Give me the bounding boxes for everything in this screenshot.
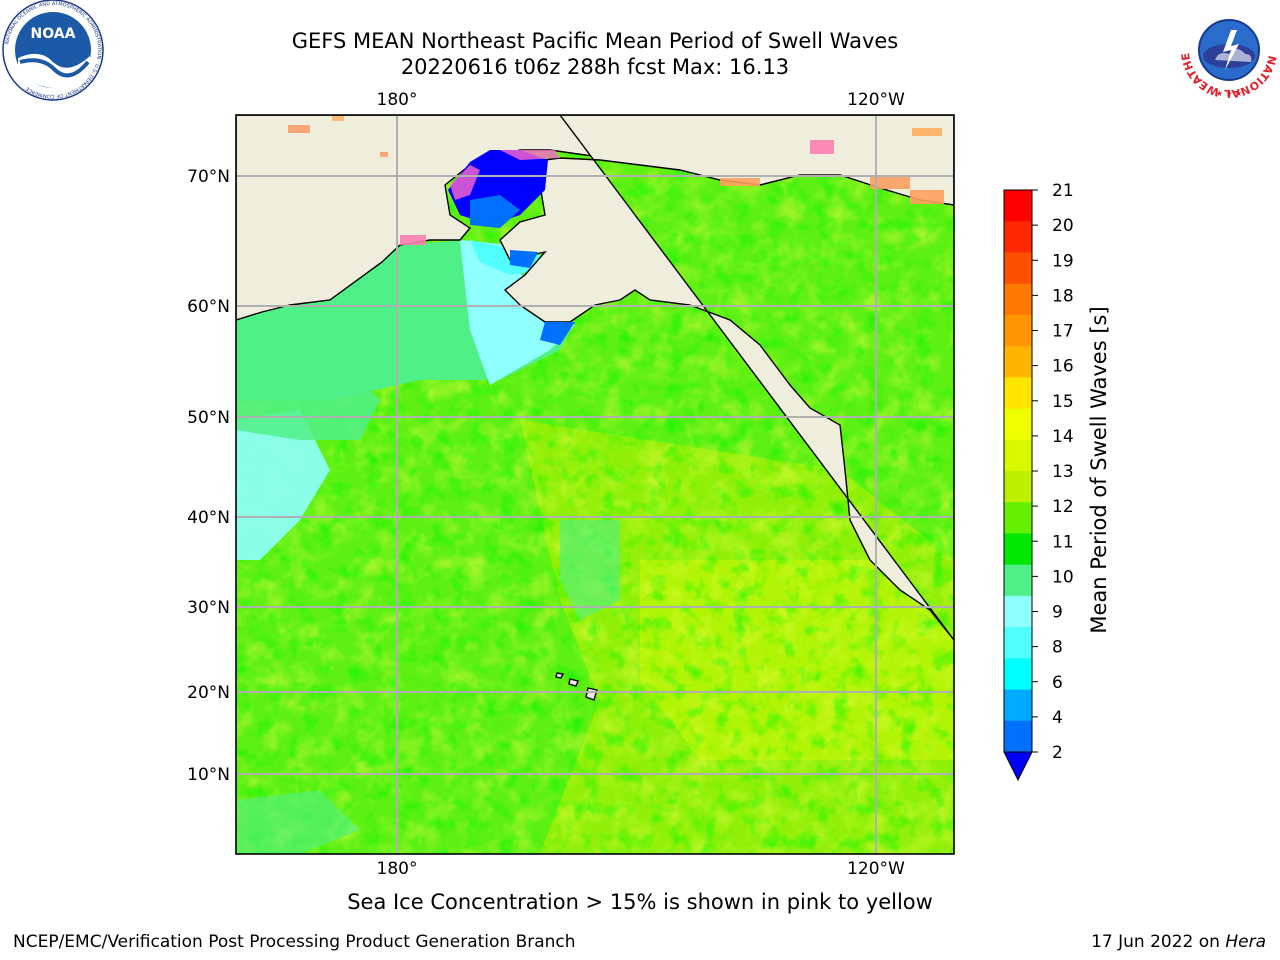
lon-label-top-180: 180° xyxy=(377,90,418,110)
colorbar-label: Mean Period of Swell Waves [s] xyxy=(1087,306,1111,633)
colorbar-segment xyxy=(1004,252,1032,285)
lon-label-top-120w: 120°W xyxy=(847,90,905,110)
colorbar-segment xyxy=(1004,190,1032,222)
colorbar-tick-label: 13 xyxy=(1052,462,1074,482)
colorbar-segment xyxy=(1004,346,1032,378)
chart-title: GEFS MEAN Northeast Pacific Mean Period … xyxy=(291,29,899,53)
colorbar: 21 20 19 18 17 16 15 14 13 12 11 10 9 8 6 4 2 xyxy=(1003,181,1074,782)
lat-label-60n: 60°N xyxy=(187,297,230,317)
colorbar-segment xyxy=(1004,533,1032,566)
sea-ice-field xyxy=(288,116,944,245)
colorbar-extend-arrow xyxy=(1003,751,1033,782)
lat-label-40n: 40°N xyxy=(187,508,230,528)
colorbar-segment xyxy=(1004,595,1032,628)
footer-date-prefix: 17 Jun 2022 on xyxy=(1091,932,1226,952)
chart-subtitle: 20220616 t06z 288h fcst Max: 16.13 xyxy=(400,55,790,79)
colorbar-segment xyxy=(1004,471,1032,503)
nws-stars-icon: ★ ★ ★ xyxy=(1216,89,1243,98)
colorbar-tick-label: 17 xyxy=(1052,322,1074,342)
map-frame xyxy=(235,114,955,855)
lat-label-20n: 20°N xyxy=(187,683,230,703)
nws-logo: NATIONAL WEATHER SERVICE ★ ★ ★ xyxy=(1177,0,1279,100)
colorbar-segment xyxy=(1004,408,1032,441)
colorbar-segment xyxy=(1004,221,1032,253)
colorbar-tick-label: 16 xyxy=(1052,357,1074,377)
colorbar-tick-label: 2 xyxy=(1052,743,1063,763)
lat-label-50n: 50°N xyxy=(187,408,230,428)
colorbar-segment xyxy=(1004,689,1032,722)
map-area xyxy=(236,115,954,854)
ocean-field-cyan xyxy=(236,410,330,560)
noaa-logo: NOAA NATIONAL OCEANIC AND ATMOSPHERIC AD… xyxy=(2,0,104,101)
colorbar-segment xyxy=(1004,502,1032,534)
colorbar-segment xyxy=(1004,564,1032,597)
colorbar-tick-label: 18 xyxy=(1052,286,1074,306)
lon-label-bottom-120w: 120°W xyxy=(847,859,905,879)
colorbar-tick-label: 9 xyxy=(1052,603,1063,623)
colorbar-tick-label: 11 xyxy=(1052,532,1074,552)
footer-date: 17 Jun 2022 on Hera xyxy=(1091,932,1266,952)
colorbar-tick-label: 14 xyxy=(1052,427,1074,447)
lat-label-10n: 10°N xyxy=(187,765,230,785)
sea-ice-note: Sea Ice Concentration > 15% is shown in … xyxy=(347,890,933,914)
colorbar-tick-label: 19 xyxy=(1052,251,1074,271)
graticule xyxy=(236,115,954,854)
colorbar-tick-label: 15 xyxy=(1052,392,1074,412)
colorbar-tick-label: 8 xyxy=(1052,638,1063,658)
colorbar-segment xyxy=(1004,627,1032,659)
noaa-logo-text: NOAA xyxy=(31,26,76,42)
colorbar-segment xyxy=(1004,439,1032,472)
colorbar-segment xyxy=(1004,314,1032,347)
colorbar-tick-label: 20 xyxy=(1052,216,1074,236)
lon-label-bottom-180: 180° xyxy=(377,859,418,879)
footer-credit: NCEP/EMC/Verification Post Processing Pr… xyxy=(13,932,576,952)
lat-label-30n: 30°N xyxy=(187,598,230,618)
colorbar-segment xyxy=(1004,658,1032,691)
colorbar-segment xyxy=(1004,377,1032,410)
footer-host: Hera xyxy=(1225,932,1266,952)
colorbar-segment xyxy=(1004,720,1032,753)
colorbar-tick-label: 4 xyxy=(1052,708,1063,728)
colorbar-segment xyxy=(1004,283,1032,316)
colorbar-tick-label: 10 xyxy=(1052,567,1074,587)
colorbar-tick-label: 6 xyxy=(1052,673,1063,693)
colorbar-tick-label: 21 xyxy=(1052,181,1074,201)
colorbar-tick-label: 12 xyxy=(1052,497,1074,517)
lat-label-70n: 70°N xyxy=(187,167,230,187)
